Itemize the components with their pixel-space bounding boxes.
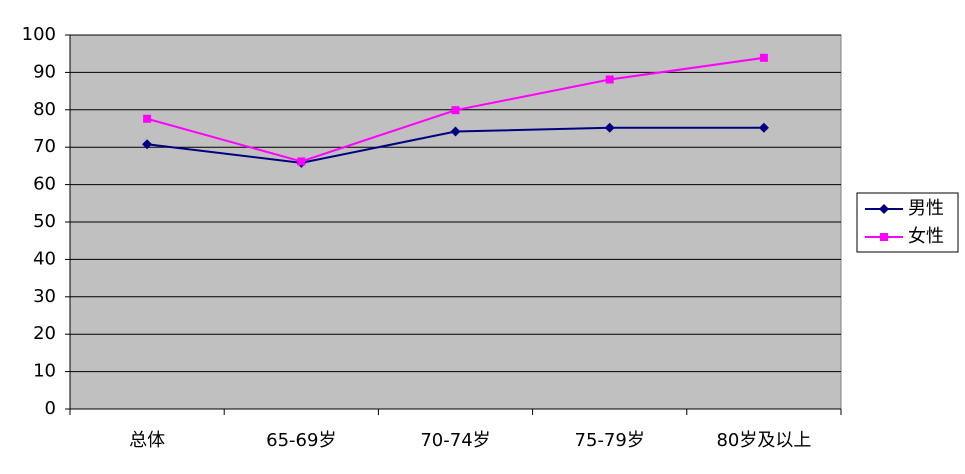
marker xyxy=(143,114,152,123)
x-tick-label: 80岁及以上 xyxy=(716,430,811,451)
marker xyxy=(758,122,769,133)
marker xyxy=(450,126,461,137)
y-tick-label: 0 xyxy=(45,398,56,419)
legend-label: 男性 xyxy=(908,198,944,219)
y-tick-label: 60 xyxy=(33,174,56,195)
y-tick-label: 70 xyxy=(33,136,56,157)
marker xyxy=(879,204,889,214)
y-tick-label: 40 xyxy=(33,248,56,269)
x-tick-label: 65-69岁 xyxy=(266,430,336,451)
marker xyxy=(605,75,614,84)
legend-box xyxy=(856,192,959,253)
legend-label: 女性 xyxy=(908,226,944,247)
y-tick-label: 90 xyxy=(33,61,56,82)
marker xyxy=(451,106,460,115)
marker xyxy=(880,233,888,241)
y-tick-label: 10 xyxy=(33,361,56,382)
marker xyxy=(142,139,153,150)
marker xyxy=(604,122,615,133)
y-tick-label: 80 xyxy=(33,99,56,120)
marker xyxy=(297,157,306,166)
x-tick-label: 70-74岁 xyxy=(420,430,490,451)
x-tick-label: 总体 xyxy=(129,430,165,451)
y-tick-label: 30 xyxy=(33,286,56,307)
marker xyxy=(759,53,768,62)
y-tick-label: 100 xyxy=(22,24,56,45)
y-tick-label: 20 xyxy=(33,323,56,344)
y-tick-label: 50 xyxy=(33,211,56,232)
x-tick-label: 75-79岁 xyxy=(575,430,645,451)
